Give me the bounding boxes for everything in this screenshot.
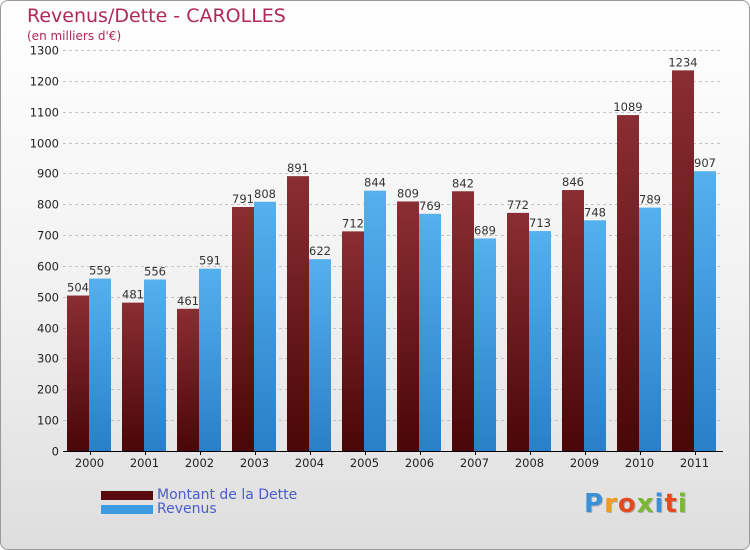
bar-debt-2010 <box>617 115 639 451</box>
logo-letter: i <box>654 489 665 519</box>
x-tick-label: 2002 <box>185 456 214 470</box>
x-tick-label: 2011 <box>680 456 709 470</box>
data-label-debt-2007: 842 <box>452 176 474 190</box>
data-label-debt-2009: 846 <box>562 175 584 189</box>
data-label-debt-2008: 772 <box>507 198 529 212</box>
chart-subtitle: (en milliers d'€) <box>27 29 122 43</box>
data-label-debt-2005: 712 <box>342 216 364 230</box>
data-label-revenus-2005: 844 <box>364 176 386 190</box>
bar-debt-2004 <box>287 176 309 451</box>
y-tick-label: 1300 <box>30 44 59 58</box>
data-label-debt-2000: 504 <box>67 281 89 295</box>
bar-revenus-2010 <box>639 207 661 451</box>
bar-revenus-2001 <box>144 279 166 451</box>
bar-revenus-2009 <box>584 220 606 451</box>
bar-revenus-2006 <box>419 213 441 451</box>
legend-swatch-debt <box>101 490 153 500</box>
y-tick-label: 400 <box>37 322 59 336</box>
logo-letter: t <box>664 489 678 519</box>
data-label-revenus-2008: 713 <box>529 216 551 230</box>
bars <box>67 70 716 452</box>
y-tick-label: 200 <box>37 383 59 397</box>
bar-debt-2000 <box>67 295 89 451</box>
bar-revenus-2003 <box>254 201 276 451</box>
x-tick-label: 2009 <box>570 456 599 470</box>
y-axis-ticks: 0 100 200 300 400 500 600 700 800 900 1000 1100 1200… <box>30 44 59 459</box>
legend-label-revenus: Revenus <box>157 501 217 517</box>
data-label-debt-2010: 1089 <box>613 100 642 114</box>
data-label-debt-2006: 809 <box>397 186 419 200</box>
data-label-revenus-2004: 622 <box>309 244 331 258</box>
bar-debt-2003 <box>232 207 254 451</box>
logo-letter: o <box>617 489 637 519</box>
data-label-revenus-2000: 559 <box>89 264 111 278</box>
y-tick-label: 500 <box>37 291 59 305</box>
data-label-debt-2003: 791 <box>232 192 254 206</box>
y-tick-label: 700 <box>37 229 59 243</box>
data-label-revenus-2007: 689 <box>474 223 496 237</box>
data-label-revenus-2001: 556 <box>144 264 166 278</box>
legend-label-debt: Montant de la Dette <box>157 487 298 503</box>
proxiti-logo: Proxiti <box>584 489 688 519</box>
x-tick-label: 2000 <box>75 456 104 470</box>
bar-revenus-2011 <box>694 171 716 451</box>
y-tick-label: 100 <box>37 414 59 428</box>
data-label-revenus-2011: 907 <box>694 156 716 170</box>
x-tick-label: 2007 <box>460 456 489 470</box>
legend-item-revenus: Revenus <box>101 501 217 517</box>
y-tick-label: 900 <box>37 167 59 181</box>
logo-letter: i <box>677 489 688 519</box>
data-label-debt-2002: 461 <box>177 294 199 308</box>
y-tick-label: 800 <box>37 198 59 212</box>
y-tick-label: 1000 <box>30 137 59 151</box>
bar-revenus-2004 <box>309 259 331 451</box>
legend-item-debt: Montant de la Dette <box>101 487 298 503</box>
logo-letter: P <box>584 489 605 519</box>
data-label-revenus-2010: 789 <box>639 193 661 207</box>
x-tick-label: 2005 <box>350 456 379 470</box>
data-label-debt-2001: 481 <box>122 288 144 302</box>
bar-debt-2002 <box>177 308 199 451</box>
legend-swatch-revenus <box>101 504 153 514</box>
bar-debt-2008 <box>507 212 529 451</box>
x-tick-label: 2004 <box>295 456 324 470</box>
bar-revenus-2000 <box>89 278 111 451</box>
y-tick-label: 1200 <box>30 75 59 89</box>
data-label-debt-2011: 1234 <box>668 55 697 69</box>
logo-letter: r <box>604 489 618 519</box>
x-tick-label: 2003 <box>240 456 269 470</box>
bar-revenus-2008 <box>529 231 551 451</box>
y-tick-label: 1100 <box>30 106 59 120</box>
chart-title: Revenus/Dette - CAROLLES <box>27 5 286 27</box>
x-tick-label: 2001 <box>130 456 159 470</box>
y-tick-label: 600 <box>37 260 59 274</box>
x-tick-label: 2010 <box>625 456 654 470</box>
bar-debt-2011 <box>672 70 694 451</box>
bar-debt-2006 <box>397 201 419 451</box>
x-tick-label: 2006 <box>405 456 434 470</box>
bar-revenus-2002 <box>199 268 221 451</box>
data-label-revenus-2003: 808 <box>254 187 276 201</box>
data-label-debt-2004: 891 <box>287 161 309 175</box>
bar-debt-2001 <box>122 302 144 451</box>
bar-revenus-2007 <box>474 238 496 451</box>
y-tick-label: 300 <box>37 352 59 366</box>
bar-debt-2007 <box>452 191 474 451</box>
bar-debt-2009 <box>562 190 584 451</box>
x-tick-label: 2008 <box>515 456 544 470</box>
data-label-revenus-2002: 591 <box>199 254 221 268</box>
bar-revenus-2005 <box>364 190 386 452</box>
x-axis-ticks: 2000 2001 2002 2003 2004 2005 2006 2007 2008 2009… <box>75 451 709 470</box>
data-label-revenus-2009: 748 <box>584 205 606 219</box>
bar-debt-2005 <box>342 231 364 451</box>
y-tick-label: 0 <box>52 445 59 459</box>
data-label-revenus-2006: 769 <box>419 199 441 213</box>
gridlines <box>63 50 723 421</box>
logo-letter: x <box>636 489 655 519</box>
